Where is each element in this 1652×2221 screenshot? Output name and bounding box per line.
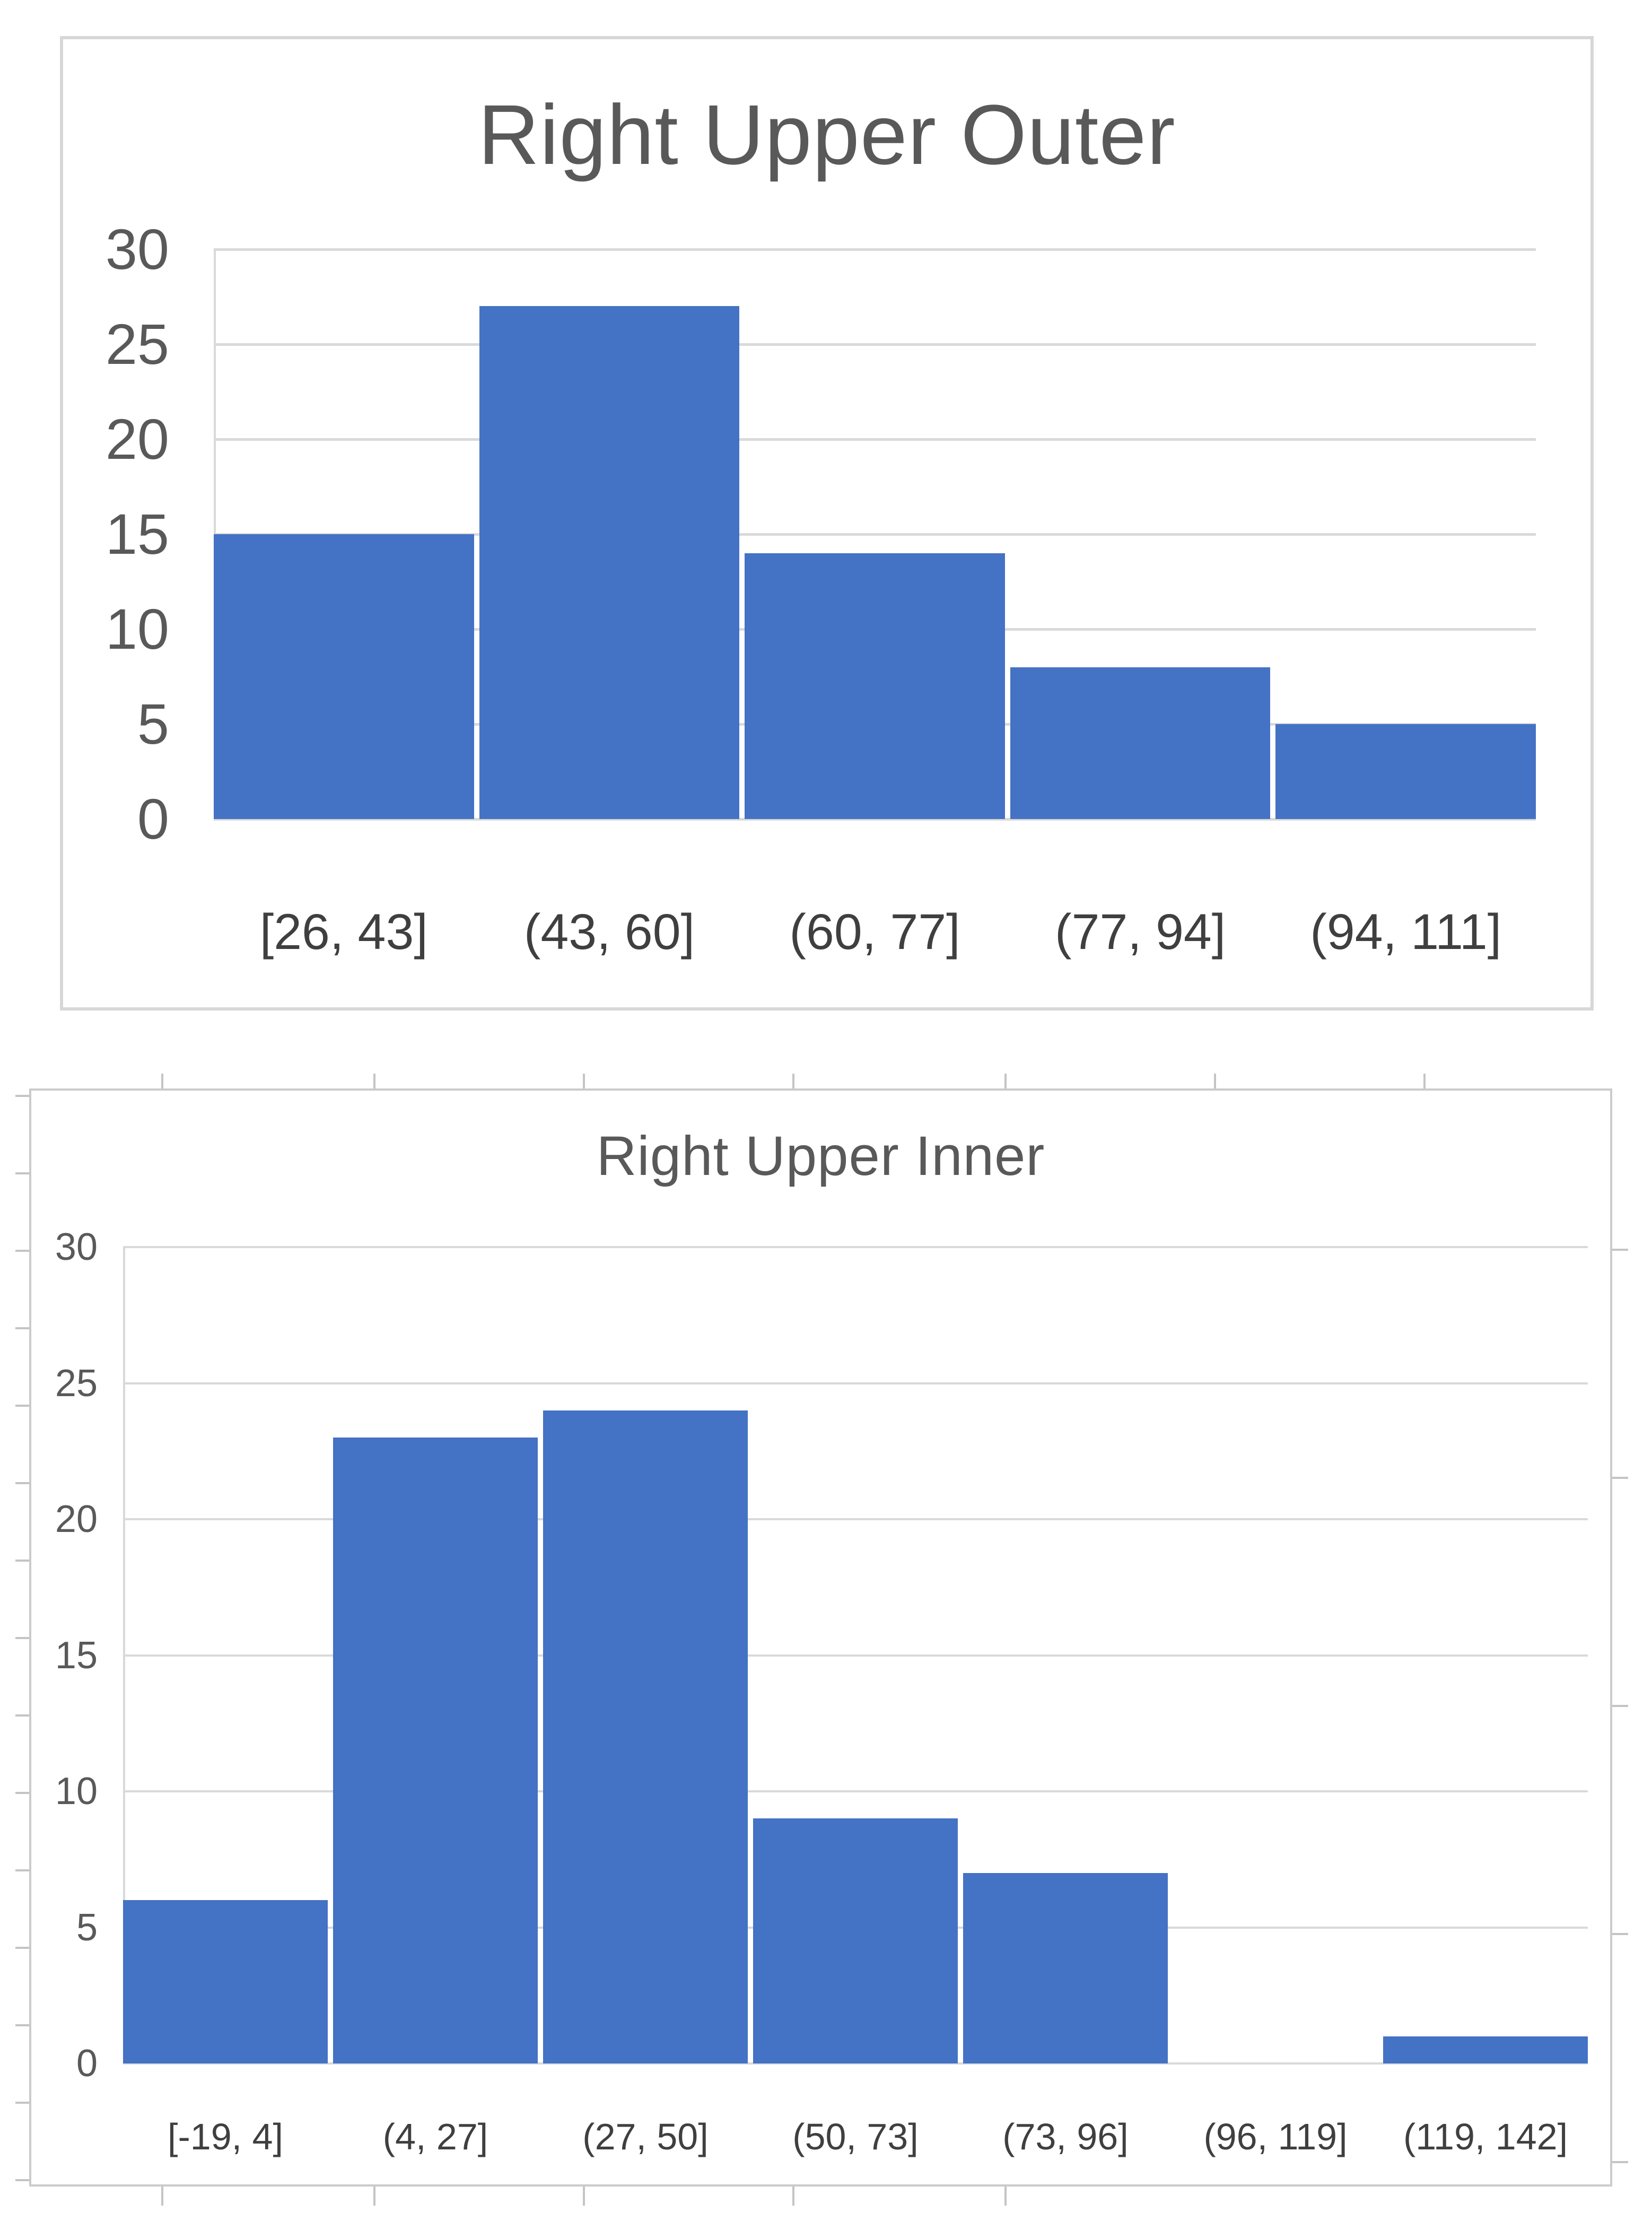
bar-(50, 73] (753, 1818, 958, 2063)
minor-tick-left (15, 2179, 29, 2181)
x-category-label: (50, 73] (792, 2116, 919, 2157)
y-tick-label: 10 (105, 597, 169, 661)
minor-tick-right (1612, 1249, 1628, 1251)
minor-tick-left (15, 1947, 29, 1949)
gridline (123, 1790, 1588, 1792)
minor-tick-left (15, 1405, 29, 1407)
histogram-panel-right-upper-outer: Right Upper Outer 30 25 20 15 10 5 0 [26, 43] (4… (60, 36, 1594, 1011)
minor-tick-top (1214, 1074, 1216, 1088)
minor-tick-right (1612, 1933, 1628, 1935)
minor-tick-left (15, 1560, 29, 1562)
x-category-label: (27, 50] (582, 2116, 709, 2157)
bars-container (123, 1247, 1588, 2063)
minor-tick-top (161, 1074, 163, 1088)
minor-tick-bottom (373, 2187, 375, 2206)
gridline (214, 438, 1536, 441)
y-tick-label: 5 (137, 692, 169, 756)
minor-tick-bottom (583, 2187, 585, 2206)
gridline (123, 1654, 1588, 1657)
minor-tick-left (15, 1327, 29, 1329)
gridline (123, 2062, 1588, 2065)
x-category-label: (94, 111] (1310, 904, 1502, 960)
chart-title: Right Upper Inner (596, 1125, 1045, 1187)
minor-tick-top (1423, 1074, 1426, 1088)
bar-(119, 142] (1383, 2036, 1588, 2063)
y-tick-label: 25 (55, 1362, 98, 1405)
x-category-label: [-19, 4] (168, 2116, 283, 2157)
minor-tick-left (15, 1095, 29, 1097)
gridline (123, 1518, 1588, 1520)
y-tick-label: 20 (105, 407, 169, 471)
minor-tick-bottom (161, 2187, 163, 2206)
chart-title: Right Upper Outer (478, 87, 1176, 182)
y-tick-label: 15 (105, 502, 169, 566)
bar-[26, 43] (214, 534, 474, 819)
minor-tick-left (15, 2024, 29, 2026)
bar-(77, 94] (1010, 667, 1271, 819)
bar-[-19, 4] (123, 1900, 328, 2063)
gridline (214, 533, 1536, 536)
minor-tick-top (792, 1074, 794, 1088)
bar-(4, 27] (333, 1438, 538, 2063)
histogram-panel-right-upper-inner: Right Upper Inner 30 25 20 15 10 5 0 [-19, 4] (4… (15, 1074, 1628, 2206)
bar-(27, 50] (543, 1410, 748, 2063)
gridline (123, 1382, 1588, 1384)
bars-container (214, 249, 1536, 819)
minor-tick-top (583, 1074, 585, 1088)
bar-(43, 60] (479, 306, 740, 819)
y-tick-label: 0 (76, 2042, 98, 2085)
minor-tick-left (15, 2102, 29, 2104)
y-axis-line (123, 1247, 125, 2063)
bar-(60, 77] (745, 553, 1005, 819)
x-category-label: (4, 27] (382, 2116, 488, 2157)
x-category-label: (119, 142] (1403, 2116, 1568, 2157)
minor-tick-left (15, 1172, 29, 1174)
x-axis-labels: [-19, 4] (4, 27] (27, 50] (50, 73] (73, 96] (… (123, 2105, 1588, 2168)
bar-(73, 96] (963, 1872, 1168, 2063)
minor-tick-left (15, 1792, 29, 1794)
y-tick-label: 10 (55, 1770, 98, 1813)
minor-tick-right (1612, 2161, 1628, 2163)
x-category-label: (73, 96] (1002, 2116, 1129, 2157)
minor-tick-top (1004, 1074, 1007, 1088)
minor-tick-left (15, 1637, 29, 1639)
minor-tick-left (15, 1482, 29, 1484)
minor-tick-right (1612, 1477, 1628, 1479)
gridline (123, 1246, 1588, 1248)
x-category-label: (77, 94] (1055, 904, 1226, 960)
minor-tick-left (15, 1869, 29, 1871)
y-tick-label: 25 (105, 312, 169, 376)
bar-(94, 111] (1275, 724, 1536, 819)
minor-tick-top (373, 1074, 375, 1088)
y-tick-label: 20 (55, 1498, 98, 1540)
x-category-label: (96, 119] (1203, 2116, 1348, 2157)
x-category-label: (60, 77] (789, 904, 960, 960)
x-category-label: (43, 60] (523, 904, 695, 960)
minor-tick-left (15, 1250, 29, 1252)
gridline (214, 818, 1536, 821)
y-tick-label: 30 (55, 1226, 98, 1268)
minor-tick-left (15, 1714, 29, 1717)
minor-tick-right (1612, 1705, 1628, 1707)
gridline (214, 343, 1536, 346)
y-tick-label: 30 (105, 217, 169, 281)
x-category-label: [26, 43] (259, 904, 428, 960)
minor-tick-bottom (1004, 2187, 1007, 2206)
x-axis-labels: [26, 43] (43, 60] (60, 77] (77, 94] (94, 111… (214, 892, 1536, 972)
minor-tick-bottom (792, 2187, 794, 2206)
y-tick-label: 0 (137, 787, 169, 851)
y-tick-label: 5 (76, 1906, 98, 1949)
gridline (214, 248, 1536, 251)
y-tick-label: 15 (55, 1634, 98, 1677)
